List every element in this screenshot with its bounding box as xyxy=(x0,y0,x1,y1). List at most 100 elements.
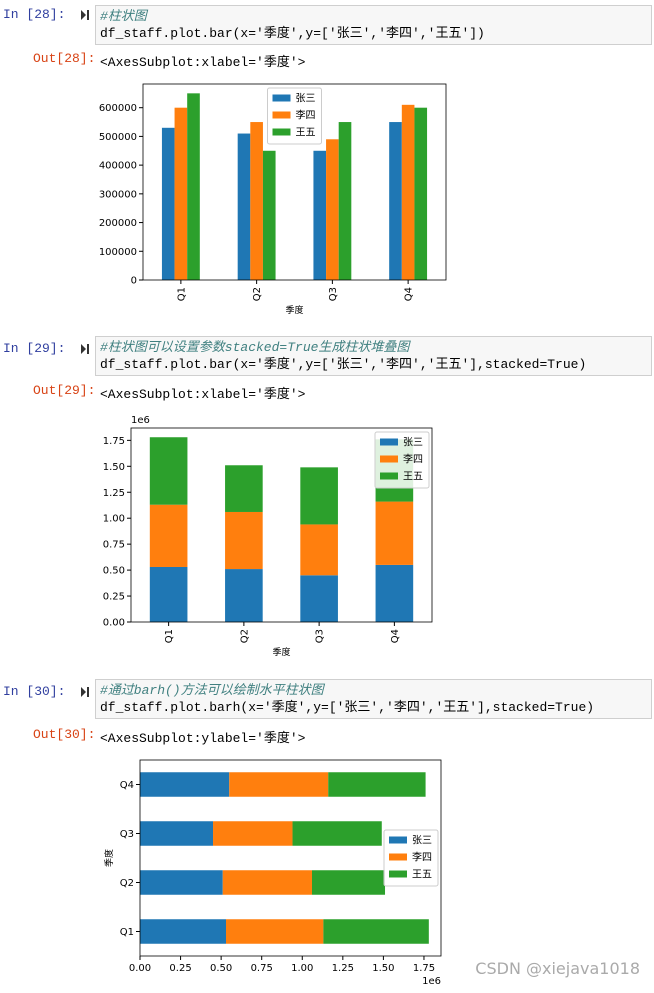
legend-swatch xyxy=(272,111,291,119)
x-tick-label: 1.75 xyxy=(413,963,435,974)
x-tick-label: Q2 xyxy=(239,629,250,643)
bar-segment xyxy=(300,575,338,622)
bar xyxy=(161,127,175,281)
legend-swatch xyxy=(272,128,291,136)
bar xyxy=(313,150,327,280)
y-tick-label: 0.50 xyxy=(103,566,125,577)
bar-segment xyxy=(229,772,329,797)
bar-segment xyxy=(149,437,188,505)
legend-label: 李四 xyxy=(412,851,432,864)
legend-label: 王五 xyxy=(412,870,432,881)
x-tick-label: Q1 xyxy=(164,629,175,643)
y-tick-label: 0.75 xyxy=(103,540,125,551)
bar xyxy=(338,122,352,280)
legend-label: 王五 xyxy=(296,128,316,139)
bar-segment xyxy=(323,919,429,944)
y-tick-label: 1.00 xyxy=(103,514,125,525)
watermark: CSDN @xiejava1018 xyxy=(475,959,640,978)
run-icon xyxy=(81,687,89,697)
y-tick-label: 200000 xyxy=(99,218,137,229)
y-tick-label: 500000 xyxy=(99,132,137,143)
y-tick-label: 0 xyxy=(131,276,137,287)
bar-segment xyxy=(213,821,293,846)
code-line: df_staff.plot.bar(x='季度',y=['张三','李四','王… xyxy=(100,357,587,372)
bar-segment xyxy=(140,772,230,797)
axis-offset-label: 1e6 xyxy=(131,415,150,426)
x-tick-label: Q4 xyxy=(404,287,415,301)
out-prompt: Out[30]: xyxy=(33,727,96,742)
bar-segment xyxy=(312,870,386,895)
x-axis-label: 季度 xyxy=(272,646,290,658)
legend-label: 王五 xyxy=(403,472,423,483)
bar-segment xyxy=(375,564,414,622)
bar-segment xyxy=(226,919,324,944)
x-tick-label: Q2 xyxy=(252,287,263,301)
run-icon xyxy=(81,344,89,354)
bar-segment xyxy=(300,467,338,525)
in-prompt: In [30]: xyxy=(3,684,66,699)
y-tick-label: 100000 xyxy=(99,247,137,258)
bar-segment xyxy=(328,772,426,797)
code-comment: #通过barh()方法可以绘制水平柱状图 xyxy=(100,683,324,698)
y-tick-label: 600000 xyxy=(99,103,137,114)
y-tick-label: 1.75 xyxy=(103,436,125,447)
code-cell[interactable]: #柱状图可以设置参数stacked=True生成柱状堆叠图 df_staff.p… xyxy=(95,336,652,376)
bar xyxy=(174,107,188,280)
y-tick-label: 400000 xyxy=(99,161,137,172)
bar-segment xyxy=(292,821,382,846)
x-tick-label: Q1 xyxy=(176,287,187,301)
bar-segment xyxy=(225,569,263,622)
legend-label: 张三 xyxy=(412,835,432,847)
legend-swatch xyxy=(380,472,398,480)
bar-segment xyxy=(140,821,214,846)
bar-segment xyxy=(222,870,312,895)
out-prompt: Out[29]: xyxy=(33,383,96,398)
legend-swatch xyxy=(389,853,407,861)
code-cell[interactable]: #通过barh()方法可以绘制水平柱状图 df_staff.plot.barh(… xyxy=(95,679,652,719)
bar-segment xyxy=(149,566,188,622)
y-axis-label: 季度 xyxy=(103,849,115,867)
code-cell[interactable]: #柱状图 df_staff.plot.bar(x='季度',y=['张三','李… xyxy=(95,5,652,45)
bar xyxy=(389,122,402,280)
y-tick-label: Q3 xyxy=(120,829,134,840)
legend-swatch xyxy=(272,94,291,102)
axes-frame xyxy=(130,427,433,623)
output-text: <AxesSubplot:ylabel='季度'> xyxy=(100,731,306,746)
bar-segment xyxy=(225,511,263,570)
bar xyxy=(326,139,339,280)
bar-segment xyxy=(140,919,226,944)
legend-label: 张三 xyxy=(403,437,423,449)
axes-frame xyxy=(139,759,442,957)
legend-label: 张三 xyxy=(296,93,316,105)
bar xyxy=(401,104,415,280)
x-tick-label: 0.75 xyxy=(251,963,273,974)
y-tick-label: 0.00 xyxy=(103,618,125,629)
output-text: <AxesSubplot:xlabel='季度'> xyxy=(100,55,306,70)
y-tick-label: Q4 xyxy=(120,780,134,791)
bar-segment xyxy=(140,870,223,895)
code-comment: #柱状图 xyxy=(100,9,147,24)
code-line: df_staff.plot.barh(x='季度',y=['张三','李四','… xyxy=(100,700,595,715)
axes-frame xyxy=(142,83,447,281)
in-prompt: In [28]: xyxy=(3,7,66,22)
x-tick-label: Q3 xyxy=(315,629,326,643)
x-tick-label: 1.00 xyxy=(291,963,313,974)
axis-offset-label: 1e6 xyxy=(422,976,441,987)
y-tick-label: 1.25 xyxy=(103,488,125,499)
y-tick-label: Q2 xyxy=(120,878,134,889)
x-tick-label: 0.50 xyxy=(210,963,232,974)
x-tick-label: 1.50 xyxy=(372,963,394,974)
bar xyxy=(237,133,251,280)
x-tick-label: Q4 xyxy=(390,629,401,643)
bar-segment xyxy=(149,504,188,567)
bar-segment xyxy=(300,524,338,576)
y-tick-label: 300000 xyxy=(99,189,137,200)
x-tick-label: 0.00 xyxy=(129,963,151,974)
y-tick-label: Q1 xyxy=(120,927,134,938)
out-prompt: Out[28]: xyxy=(33,51,96,66)
legend-swatch xyxy=(389,870,407,878)
x-axis-label: 季度 xyxy=(285,304,303,316)
bar xyxy=(187,93,200,280)
